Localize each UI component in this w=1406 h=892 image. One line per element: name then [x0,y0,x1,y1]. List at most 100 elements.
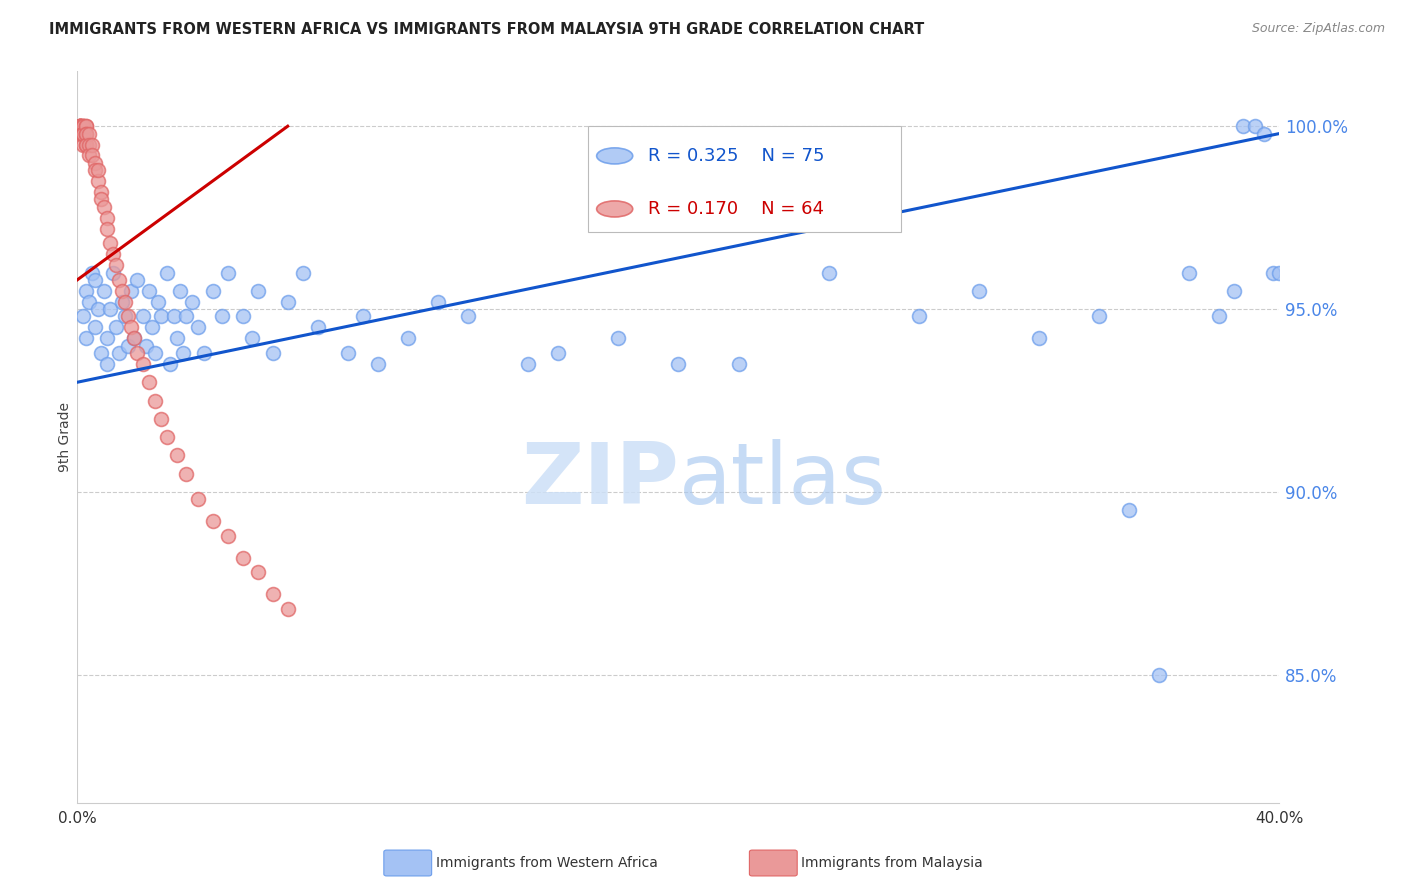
Point [75,137,97,152]
Point [217,529,239,543]
Point [105,258,128,272]
Point [127,273,149,287]
Point [72,127,94,141]
Point [1178,265,1201,279]
Point [96,357,118,371]
Point [75,331,97,345]
Point [1208,310,1230,324]
Point [517,357,540,371]
Point [84,273,107,287]
Point [336,346,359,360]
Point [240,331,263,345]
Point [307,320,329,334]
Ellipse shape [596,148,633,164]
Point [72,119,94,133]
Point [367,357,389,371]
Point [90,346,112,360]
Point [93,200,115,214]
Point [124,331,146,345]
Point [111,294,134,309]
Point [277,294,299,309]
Point [72,119,94,133]
Point [114,310,136,324]
Point [201,514,224,528]
Point [108,273,131,287]
Point [1253,127,1275,141]
Text: Source: ZipAtlas.com: Source: ZipAtlas.com [1251,22,1385,36]
Point [187,320,209,334]
Point [169,284,191,298]
Point [72,127,94,141]
Point [84,155,107,169]
Point [166,331,188,345]
Point [72,127,94,141]
Point [457,310,479,324]
Point [246,284,269,298]
Point [291,265,314,279]
Point [1268,265,1291,279]
Point [82,148,104,162]
Point [148,294,170,309]
Point [72,119,94,133]
Point [174,310,197,324]
Point [232,550,254,565]
Point [232,310,254,324]
Point [72,310,94,324]
Point [90,193,112,207]
Point [69,119,91,133]
Point [75,119,97,133]
Point [96,331,118,345]
Point [1118,503,1140,517]
Point [96,221,118,235]
Text: R = 0.325    N = 75: R = 0.325 N = 75 [648,147,825,165]
Text: atlas: atlas [679,440,886,523]
Point [193,346,215,360]
Point [150,310,173,324]
Ellipse shape [596,201,633,217]
Point [87,163,110,178]
Point [607,331,630,345]
Point [105,320,128,334]
Point [138,284,160,298]
Point [111,284,134,298]
Point [69,119,91,133]
Point [135,339,157,353]
Point [547,346,569,360]
Point [246,566,269,580]
Point [69,119,91,133]
Point [1149,667,1171,681]
Point [75,137,97,152]
Point [117,310,139,324]
Point [1244,119,1267,133]
Point [72,119,94,133]
Point [156,265,179,279]
Point [159,357,181,371]
Point [120,320,142,334]
Point [1028,331,1050,345]
Point [69,127,91,141]
Point [69,119,91,133]
Point [1223,284,1246,298]
Point [156,430,179,444]
Point [1088,310,1111,324]
Point [72,127,94,141]
Point [75,284,97,298]
Point [103,247,125,261]
Point [817,265,839,279]
Text: IMMIGRANTS FROM WESTERN AFRICA VS IMMIGRANTS FROM MALAYSIA 9TH GRADE CORRELATION: IMMIGRANTS FROM WESTERN AFRICA VS IMMIGR… [49,22,925,37]
Point [69,119,91,133]
Point [100,236,122,251]
Point [127,346,149,360]
Point [79,137,101,152]
Point [100,301,122,317]
Point [108,346,131,360]
Point [79,294,101,309]
Point [132,310,155,324]
Point [87,301,110,317]
Point [120,284,142,298]
Point [967,284,990,298]
Point [75,119,97,133]
Y-axis label: 9th Grade: 9th Grade [58,402,72,472]
Point [187,492,209,507]
Point [84,320,107,334]
